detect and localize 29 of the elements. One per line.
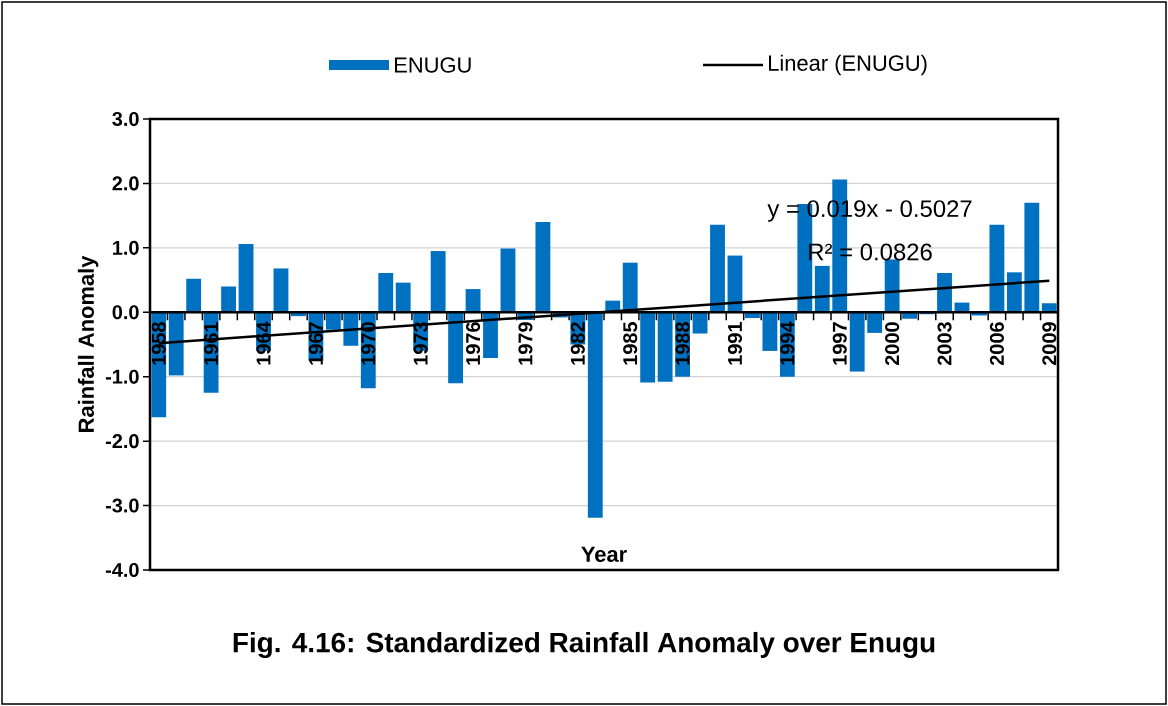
x-tick-label: 1988: [675, 322, 690, 365]
x-tick-label: 2000: [885, 322, 900, 366]
x-tick-label: 1970: [361, 322, 376, 365]
y-tick-label: 0.0: [112, 305, 139, 320]
x-tick-label: 1958: [151, 322, 166, 365]
y-tick-label: -2.0: [105, 434, 139, 449]
x-tick-label: 1967: [308, 322, 323, 365]
x-tick-label: 2006: [989, 322, 1004, 366]
y-tick-label: 3.0: [112, 111, 139, 127]
x-tick-label: 1994: [780, 321, 795, 365]
y-tick-label: -3.0: [105, 498, 139, 513]
y-tick-label: -1.0: [105, 369, 139, 384]
y-axis-title: Rainfall Anomaly: [77, 255, 99, 432]
x-tick-label: 1991: [727, 322, 743, 365]
legend-label: ENUGU: [395, 57, 471, 73]
x-tick-label: 2003: [937, 322, 952, 366]
x-tick-label: 1979: [518, 322, 533, 365]
text: Fig. 4.16: Standardized Rainfall Anomaly over Enugu: [233, 631, 935, 659]
y-tick-label: 1.0: [113, 240, 139, 255]
x-tick-label: 1997: [832, 322, 847, 365]
x-tick-label: 1976: [466, 322, 481, 365]
x-tick-label: 1961: [204, 322, 219, 365]
x-tick-label: 1982: [570, 322, 585, 365]
y-tick-label: 2.0: [112, 176, 139, 191]
y-tick-label: -4.0: [105, 562, 139, 578]
x-axis-title: Year: [581, 546, 627, 562]
legend-label: Linear (ENUGU): [769, 54, 927, 76]
x-tick-label: 2009: [1042, 322, 1057, 366]
x-tick-label: 1985: [623, 322, 638, 365]
